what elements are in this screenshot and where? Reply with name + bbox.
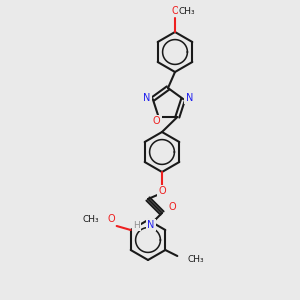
Text: O: O (171, 6, 179, 16)
Text: CH₃: CH₃ (82, 214, 99, 224)
Text: N: N (185, 93, 193, 103)
Text: O: O (153, 116, 160, 126)
Text: O: O (108, 214, 116, 224)
Text: O: O (168, 202, 176, 212)
Text: N: N (143, 93, 151, 103)
Text: N: N (147, 220, 154, 230)
Text: O: O (158, 186, 166, 196)
Text: CH₃: CH₃ (179, 7, 195, 16)
Text: CH₃: CH₃ (187, 254, 204, 263)
Text: H: H (133, 220, 140, 230)
